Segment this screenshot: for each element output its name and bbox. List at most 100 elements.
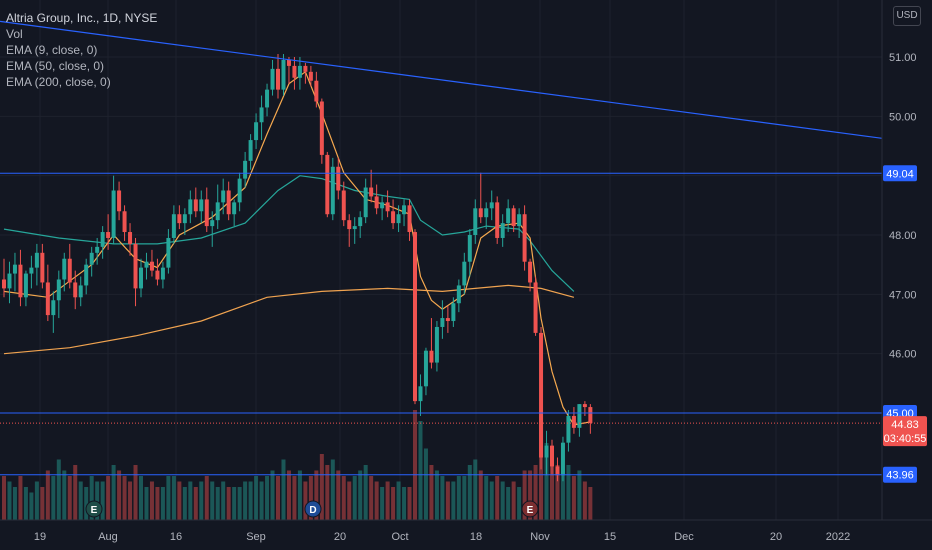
dividend-marker-letter: D (309, 505, 316, 516)
candle-body (199, 199, 204, 212)
volume-bar (45, 470, 50, 520)
volume-bar (402, 487, 407, 520)
candle-body (111, 190, 116, 238)
candle-body (160, 267, 165, 280)
indicator-ema-9[interactable]: EMA (9, close, 0) (6, 43, 98, 57)
volume-bar (456, 476, 461, 520)
indicator-ema-200[interactable]: EMA (200, close, 0) (6, 75, 111, 89)
candle-body (18, 264, 23, 298)
volume-bar (18, 476, 23, 520)
volume-bar (62, 470, 67, 520)
volume-bar (363, 465, 368, 520)
candle-body (341, 190, 346, 221)
volume-bar (555, 465, 560, 520)
volume-bar (391, 487, 396, 520)
candle-body (522, 214, 527, 262)
candle-body (270, 68, 275, 90)
candle-body (402, 205, 407, 215)
earnings-marker[interactable]: E (85, 500, 103, 518)
candle-body (232, 202, 237, 215)
candle-body (347, 220, 352, 230)
horizontal-lines[interactable] (0, 20, 883, 476)
trend-line[interactable] (0, 20, 883, 139)
volume-bar (330, 459, 335, 520)
candle-body (204, 199, 209, 227)
time-tick-label: Aug (98, 531, 118, 543)
candle-body (319, 101, 324, 155)
currency-button[interactable]: USD (893, 6, 921, 26)
volume-bar (34, 481, 39, 520)
volume-bar (292, 476, 297, 520)
candle-body (45, 282, 50, 316)
candle-body (440, 318, 445, 327)
volume-bar (215, 487, 220, 520)
candle-body (171, 214, 176, 238)
time-tick-label: 20 (334, 531, 346, 543)
volume-bar (423, 448, 428, 520)
time-tick-label: 16 (170, 531, 182, 543)
symbol-title[interactable]: Altria Group, Inc., 1D, NYSE (6, 11, 158, 25)
candle-body (23, 273, 28, 298)
volume-bar (84, 487, 89, 520)
last-price-label-bg (883, 416, 927, 447)
volume-bar (133, 465, 138, 520)
candle-body (303, 65, 308, 72)
candle-body (193, 199, 198, 212)
volume-bar (281, 459, 286, 520)
time-tick-label: 2022 (826, 531, 850, 543)
indicator-vol[interactable]: Vol (6, 27, 23, 41)
candle-body (100, 232, 105, 247)
time-tick-label: Sep (246, 531, 266, 543)
volume-bar (478, 470, 483, 520)
candle-body (363, 187, 368, 218)
candle-body (215, 202, 220, 221)
volume-bar (380, 487, 385, 520)
candle-body (484, 208, 489, 218)
volume-bar (500, 481, 505, 520)
volume-bar (369, 476, 374, 520)
candle-body (155, 270, 160, 280)
candle-body (177, 214, 182, 224)
chart-legend: Altria Group, Inc., 1D, NYSE Vol EMA (9,… (6, 10, 157, 90)
candle-body (352, 226, 357, 230)
candle-body (571, 415, 576, 428)
volume-bar (286, 470, 291, 520)
candle-body (517, 214, 522, 227)
horizontal-line-label: 43.96 (886, 470, 914, 482)
volume-bar (319, 454, 324, 520)
volume-bar (413, 410, 417, 520)
volume-bar (407, 487, 412, 520)
candle-body (380, 202, 385, 209)
volume-bar (314, 470, 319, 520)
candle-body (533, 282, 538, 333)
candle-body (106, 232, 111, 238)
earnings-marker-2[interactable]: E (521, 500, 539, 518)
indicator-ema-50[interactable]: EMA (50, close, 0) (6, 59, 105, 73)
candle-body (276, 68, 280, 90)
candle-body (539, 332, 544, 458)
time-axis[interactable]: 19 Aug 16 Sep 20 Oct 18 Nov 15 Dec 20 2022 (34, 531, 850, 543)
volume-bar (336, 470, 341, 520)
volume-bar (237, 487, 242, 520)
price-tick-label: 46.00 (889, 349, 917, 361)
candle-body (396, 214, 401, 224)
volume-bar (588, 487, 593, 520)
dividend-marker[interactable]: D (304, 500, 322, 518)
volume-bar (341, 476, 346, 520)
volume-bar (177, 481, 182, 520)
candle-body (528, 261, 533, 283)
time-tick-label: Oct (391, 531, 408, 543)
candle-body (489, 202, 494, 209)
volume-bar (571, 476, 576, 520)
candle-body (78, 285, 83, 298)
candle-body (385, 202, 390, 212)
volume-bars (2, 410, 593, 520)
horizontal-line-label-bg (883, 165, 917, 182)
candle-body (555, 466, 560, 476)
candle-body (133, 243, 138, 289)
volume-bar (117, 470, 122, 520)
volume-bar (506, 487, 511, 520)
